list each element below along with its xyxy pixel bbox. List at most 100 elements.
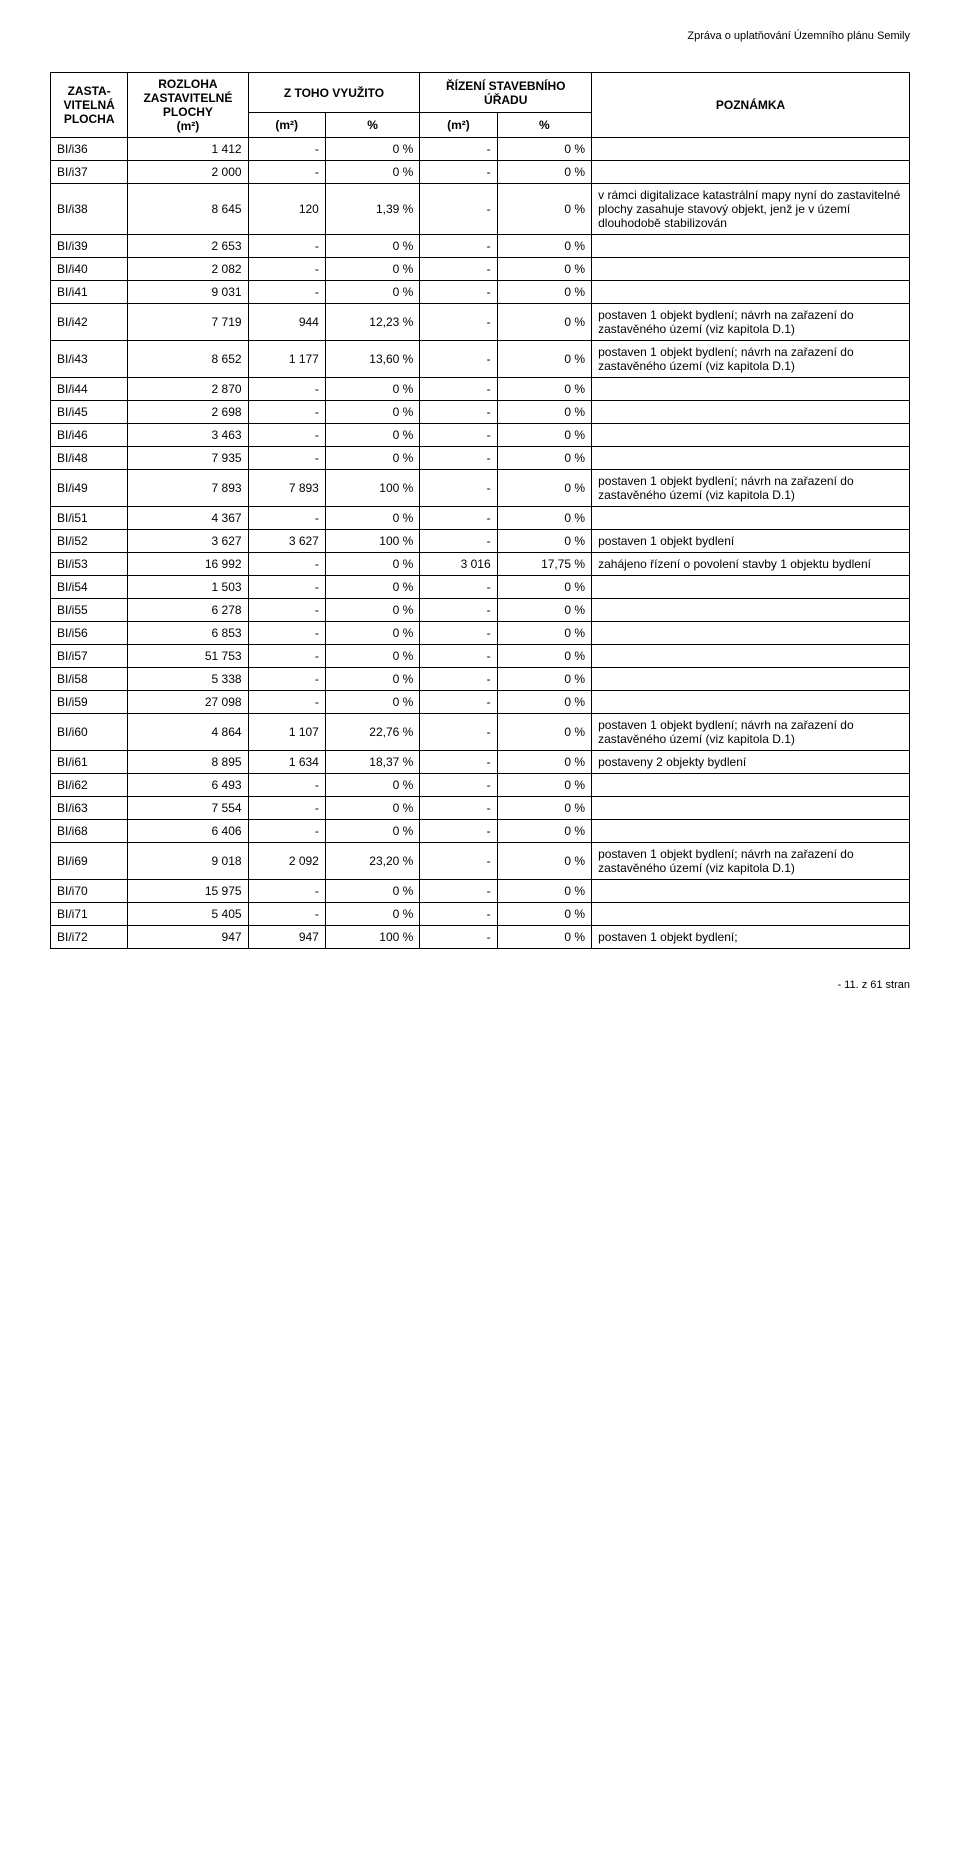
table-row: BI/i626 493-0 %-0 % xyxy=(51,774,910,797)
cell-area: 8 652 xyxy=(128,341,248,378)
cell-note xyxy=(592,378,910,401)
cell-used-m2: - xyxy=(248,161,325,184)
cell-used-m2: - xyxy=(248,447,325,470)
cell-riz-m2: 3 016 xyxy=(420,553,497,576)
cell-used-pct: 0 % xyxy=(325,820,419,843)
table-row: BI/i7015 975-0 %-0 % xyxy=(51,880,910,903)
data-table: ZASTA- VITELNÁ PLOCHA ROZLOHA ZASTAVITEL… xyxy=(50,72,910,949)
cell-note xyxy=(592,903,910,926)
cell-riz-pct: 0 % xyxy=(497,622,591,645)
cell-id: BI/i48 xyxy=(51,447,128,470)
cell-used-m2: 7 893 xyxy=(248,470,325,507)
cell-used-pct: 100 % xyxy=(325,530,419,553)
cell-note: v rámci digitalizace katastrální mapy ny… xyxy=(592,184,910,235)
cell-riz-m2: - xyxy=(420,258,497,281)
table-row: BI/i372 000-0 %-0 % xyxy=(51,161,910,184)
cell-used-pct: 1,39 % xyxy=(325,184,419,235)
cell-riz-pct: 0 % xyxy=(497,926,591,949)
cell-area: 7 935 xyxy=(128,447,248,470)
cell-note xyxy=(592,880,910,903)
cell-id: BI/i46 xyxy=(51,424,128,447)
cell-id: BI/i55 xyxy=(51,599,128,622)
cell-used-pct: 22,76 % xyxy=(325,714,419,751)
cell-riz-m2: - xyxy=(420,668,497,691)
cell-used-pct: 0 % xyxy=(325,774,419,797)
cell-used-m2: 944 xyxy=(248,304,325,341)
cell-riz-m2: - xyxy=(420,880,497,903)
cell-used-m2: - xyxy=(248,258,325,281)
cell-id: BI/i41 xyxy=(51,281,128,304)
th-rizeni-l2: ÚŘADU xyxy=(484,93,527,107)
table-row: BI/i5316 992-0 %3 01617,75 %zahájeno říz… xyxy=(51,553,910,576)
cell-used-m2: - xyxy=(248,401,325,424)
cell-area: 7 719 xyxy=(128,304,248,341)
cell-used-pct: 0 % xyxy=(325,622,419,645)
cell-area: 51 753 xyxy=(128,645,248,668)
cell-id: BI/i49 xyxy=(51,470,128,507)
table-row: BI/i699 0182 09223,20 %-0 %postaven 1 ob… xyxy=(51,843,910,880)
cell-used-pct: 0 % xyxy=(325,599,419,622)
cell-riz-m2: - xyxy=(420,470,497,507)
cell-used-pct: 0 % xyxy=(325,235,419,258)
cell-used-m2: - xyxy=(248,235,325,258)
cell-used-pct: 0 % xyxy=(325,691,419,714)
cell-used-pct: 100 % xyxy=(325,926,419,949)
cell-riz-pct: 0 % xyxy=(497,378,591,401)
cell-riz-pct: 0 % xyxy=(497,820,591,843)
cell-area: 15 975 xyxy=(128,880,248,903)
cell-used-m2: 3 627 xyxy=(248,530,325,553)
cell-id: BI/i71 xyxy=(51,903,128,926)
cell-riz-pct: 0 % xyxy=(497,161,591,184)
cell-riz-pct: 0 % xyxy=(497,668,591,691)
cell-used-pct: 0 % xyxy=(325,668,419,691)
cell-note: postaven 1 objekt bydlení; návrh na zařa… xyxy=(592,843,910,880)
table-row: BI/i523 6273 627100 %-0 %postaven 1 obje… xyxy=(51,530,910,553)
th-m2-1: (m²) xyxy=(248,113,325,138)
cell-id: BI/i40 xyxy=(51,258,128,281)
cell-area: 3 463 xyxy=(128,424,248,447)
cell-riz-pct: 0 % xyxy=(497,797,591,820)
cell-riz-pct: 0 % xyxy=(497,258,591,281)
th-plocha-l3: PLOCHA xyxy=(64,112,115,126)
cell-area: 947 xyxy=(128,926,248,949)
cell-area: 16 992 xyxy=(128,553,248,576)
cell-id: BI/i68 xyxy=(51,820,128,843)
cell-used-m2: - xyxy=(248,576,325,599)
table-row: BI/i72947947100 %-0 %postaven 1 objekt b… xyxy=(51,926,910,949)
cell-note: postaven 1 objekt bydlení; návrh na zařa… xyxy=(592,304,910,341)
cell-id: BI/i51 xyxy=(51,507,128,530)
table-row: BI/i585 338-0 %-0 % xyxy=(51,668,910,691)
cell-note xyxy=(592,774,910,797)
cell-riz-m2: - xyxy=(420,751,497,774)
cell-used-m2: 1 177 xyxy=(248,341,325,378)
cell-id: BI/i56 xyxy=(51,622,128,645)
cell-area: 6 853 xyxy=(128,622,248,645)
cell-used-m2: - xyxy=(248,774,325,797)
document-header: Zpráva o uplatňování Územního plánu Semi… xyxy=(50,30,910,42)
th-rozloha-l2: ZASTAVITELNÉ xyxy=(143,91,232,105)
th-rozloha-l3: PLOCHY xyxy=(163,105,213,119)
cell-used-pct: 12,23 % xyxy=(325,304,419,341)
cell-riz-m2: - xyxy=(420,530,497,553)
table-row: BI/i541 503-0 %-0 % xyxy=(51,576,910,599)
cell-area: 3 627 xyxy=(128,530,248,553)
cell-riz-m2: - xyxy=(420,843,497,880)
cell-used-m2: - xyxy=(248,622,325,645)
cell-used-pct: 0 % xyxy=(325,553,419,576)
cell-riz-m2: - xyxy=(420,599,497,622)
cell-area: 6 406 xyxy=(128,820,248,843)
cell-used-pct: 18,37 % xyxy=(325,751,419,774)
cell-used-m2: 1 107 xyxy=(248,714,325,751)
cell-area: 8 645 xyxy=(128,184,248,235)
cell-id: BI/i53 xyxy=(51,553,128,576)
cell-riz-pct: 0 % xyxy=(497,304,591,341)
cell-note xyxy=(592,622,910,645)
cell-area: 1 503 xyxy=(128,576,248,599)
cell-used-m2: 2 092 xyxy=(248,843,325,880)
cell-used-pct: 0 % xyxy=(325,281,419,304)
th-rozloha: ROZLOHA ZASTAVITELNÉ PLOCHY (m²) xyxy=(128,73,248,138)
table-row: BI/i618 8951 63418,37 %-0 %postaveny 2 o… xyxy=(51,751,910,774)
cell-used-pct: 100 % xyxy=(325,470,419,507)
cell-riz-pct: 0 % xyxy=(497,341,591,378)
cell-used-pct: 0 % xyxy=(325,507,419,530)
